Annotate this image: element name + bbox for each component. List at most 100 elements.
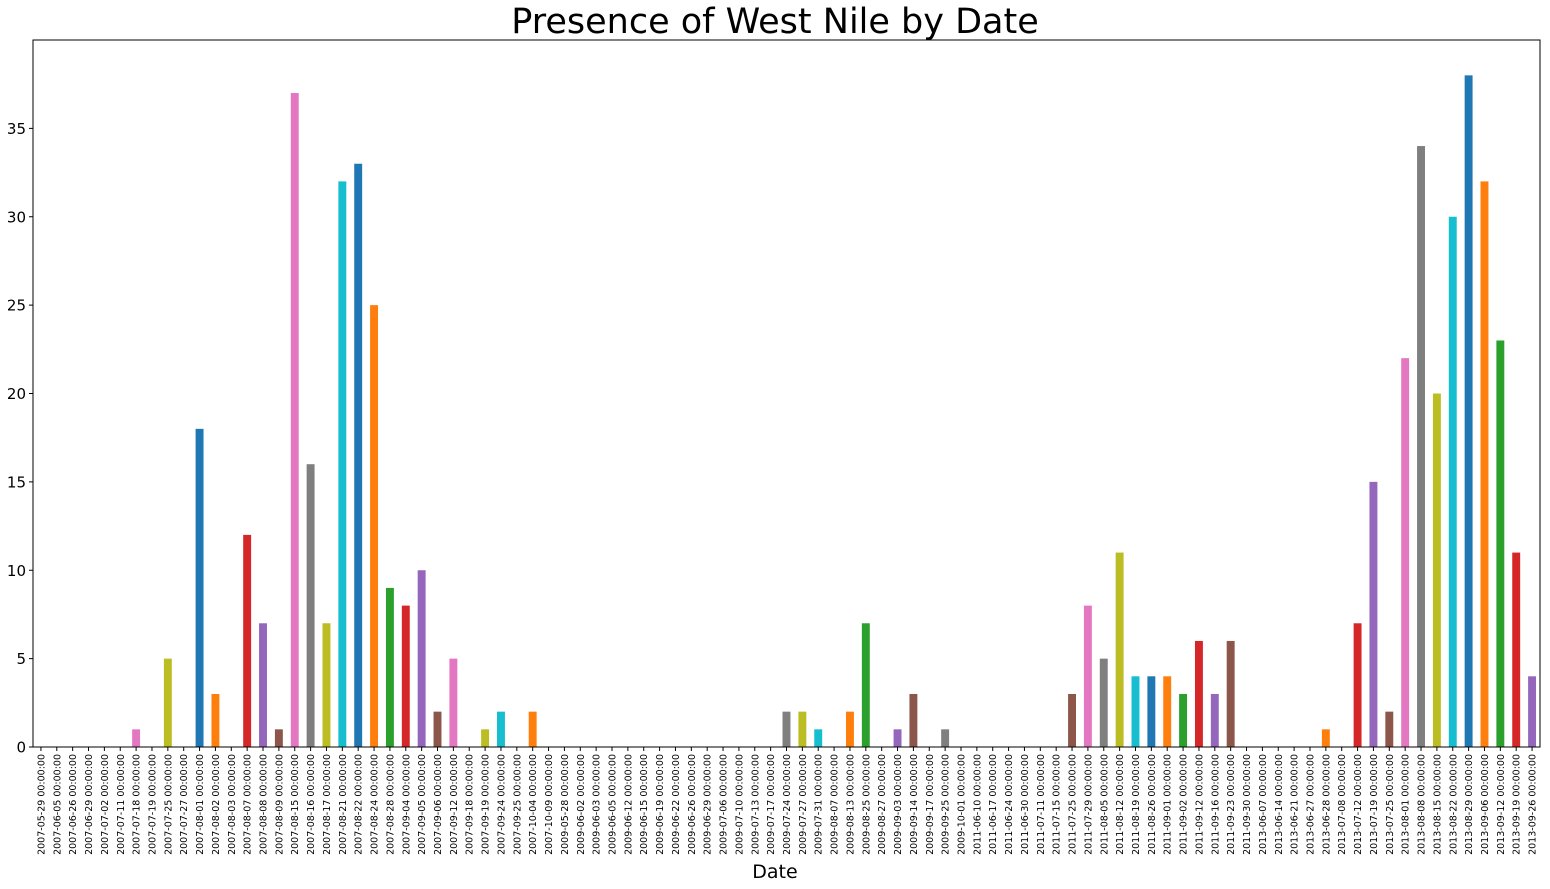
x-tick-label: 2009-06-26 00:00:00	[687, 754, 698, 855]
x-tick-label: 2007-07-25 00:00:00	[163, 754, 174, 855]
x-tick-label: 2011-09-16 00:00:00	[1210, 754, 1221, 855]
y-tick-label: 15	[7, 473, 26, 491]
x-tick-label: 2013-09-26 00:00:00	[1528, 754, 1539, 855]
x-tick-label: 2007-09-25 00:00:00	[512, 754, 523, 855]
x-tick-label: 2007-09-06 00:00:00	[433, 754, 444, 855]
x-tick-label: 2009-09-25 00:00:00	[941, 754, 952, 855]
x-tick-label: 2007-07-19 00:00:00	[147, 754, 158, 855]
x-tick-label: 2007-08-07 00:00:00	[243, 754, 254, 855]
x-tick-label: 2013-06-14 00:00:00	[1274, 754, 1285, 855]
bar	[449, 658, 458, 748]
x-tick-label: 2009-07-31 00:00:00	[814, 754, 825, 855]
bar	[814, 729, 823, 747]
bar	[497, 711, 505, 747]
x-tick-label: 2011-07-29 00:00:00	[1083, 754, 1094, 855]
bars-group	[132, 75, 1537, 748]
y-tick-label: 10	[7, 562, 26, 580]
x-tick-label: 2009-07-13 00:00:00	[750, 754, 761, 855]
bar	[1480, 181, 1489, 747]
bar	[1115, 552, 1124, 747]
y-tick-label: 5	[16, 650, 26, 668]
bar	[1226, 640, 1235, 747]
bar	[306, 464, 315, 747]
x-axis-label: Date	[752, 861, 798, 883]
x-tick-label: 2009-07-27 00:00:00	[798, 754, 809, 855]
x-tick-label: 2011-09-23 00:00:00	[1226, 754, 1237, 855]
x-tick-label: 2007-09-24 00:00:00	[496, 754, 507, 855]
x-tick-label: 2011-07-15 00:00:00	[1052, 754, 1063, 855]
x-tick-label: 2007-08-16 00:00:00	[306, 754, 317, 855]
x-tick-label: 2009-07-24 00:00:00	[782, 754, 793, 855]
x-tick-label: 2011-08-05 00:00:00	[1099, 754, 1110, 855]
x-tick-label: 2007-08-09 00:00:00	[274, 754, 285, 855]
x-tick-label: 2011-09-01 00:00:00	[1163, 754, 1174, 855]
chart-title: Presence of West Nile by Date	[511, 2, 1039, 42]
x-tick-label: 2009-06-05 00:00:00	[608, 754, 619, 855]
bar	[322, 623, 331, 747]
bar	[163, 658, 172, 748]
bar	[370, 305, 379, 748]
x-axis: 2007-05-29 00:00:00 2007-06-05 00:00:00 20…	[36, 747, 1539, 855]
bar	[243, 534, 252, 747]
x-tick-label: 2013-09-19 00:00:00	[1512, 754, 1523, 855]
x-tick-label: 2011-06-30 00:00:00	[1020, 754, 1031, 855]
x-tick-label: 2007-08-17 00:00:00	[322, 754, 333, 855]
x-tick-label: 2013-07-19 00:00:00	[1369, 754, 1380, 855]
y-tick-label: 0	[16, 739, 26, 757]
x-tick-label: 2007-08-24 00:00:00	[370, 754, 381, 855]
x-tick-label: 2013-07-12 00:00:00	[1353, 754, 1364, 855]
x-tick-label: 2007-09-05 00:00:00	[417, 754, 428, 855]
bar	[1147, 676, 1156, 747]
x-tick-label: 2009-08-07 00:00:00	[830, 754, 841, 855]
x-tick-label: 2009-07-17 00:00:00	[766, 754, 777, 855]
x-tick-label: 2007-06-29 00:00:00	[84, 754, 95, 855]
y-tick-label: 20	[7, 385, 26, 403]
x-tick-label: 2007-07-27 00:00:00	[179, 754, 190, 855]
bar	[861, 623, 870, 747]
x-tick-label: 2011-09-12 00:00:00	[1194, 754, 1205, 855]
x-tick-label: 2007-08-22 00:00:00	[354, 754, 365, 855]
x-tick-label: 2013-09-06 00:00:00	[1480, 754, 1491, 855]
bar	[893, 729, 902, 747]
x-tick-label: 2011-09-02 00:00:00	[1179, 754, 1190, 855]
bar	[1385, 711, 1394, 747]
x-tick-label: 2013-06-21 00:00:00	[1290, 754, 1301, 855]
x-tick-label: 2013-08-22 00:00:00	[1448, 754, 1459, 855]
x-tick-label: 2007-10-04 00:00:00	[528, 754, 539, 855]
y-tick-label: 25	[7, 297, 26, 315]
bar	[1068, 693, 1076, 747]
x-tick-label: 2013-08-29 00:00:00	[1464, 754, 1475, 855]
plot-frame	[32, 39, 1541, 748]
x-tick-label: 2011-06-24 00:00:00	[1004, 754, 1015, 855]
x-tick-label: 2013-07-25 00:00:00	[1385, 754, 1396, 855]
x-tick-label: 2009-07-06 00:00:00	[719, 754, 730, 855]
bar	[354, 163, 363, 748]
x-tick-label: 2007-08-01 00:00:00	[195, 754, 206, 855]
x-tick-label: 2009-05-28 00:00:00	[560, 754, 571, 855]
x-tick-label: 2007-10-09 00:00:00	[544, 754, 555, 855]
x-tick-label: 2007-06-26 00:00:00	[68, 754, 79, 855]
x-tick-label: 2011-08-19 00:00:00	[1131, 754, 1142, 855]
x-tick-label: 2009-07-10 00:00:00	[734, 754, 745, 855]
x-tick-label: 2011-06-10 00:00:00	[972, 754, 983, 855]
y-axis: 0 5 10 15 20 25 30 35	[7, 120, 33, 757]
x-tick-label: 2011-07-11 00:00:00	[1036, 754, 1047, 855]
x-tick-label: 2011-07-25 00:00:00	[1068, 754, 1079, 855]
x-tick-label: 2007-09-04 00:00:00	[401, 754, 412, 855]
x-tick-label: 2011-06-17 00:00:00	[988, 754, 999, 855]
x-tick-label: 2007-09-12 00:00:00	[449, 754, 460, 855]
bar	[211, 693, 220, 747]
bar	[1083, 605, 1092, 747]
x-tick-label: 2009-06-19 00:00:00	[655, 754, 666, 855]
bar	[259, 623, 267, 747]
x-tick-label: 2009-06-12 00:00:00	[623, 754, 634, 855]
bar	[782, 711, 791, 747]
bar	[1464, 75, 1473, 748]
x-tick-label: 2009-08-25 00:00:00	[861, 754, 872, 855]
x-tick-label: 2013-06-28 00:00:00	[1321, 754, 1332, 855]
x-tick-label: 2013-07-08 00:00:00	[1337, 754, 1348, 855]
bar	[1179, 693, 1188, 747]
x-tick-label: 2007-08-02 00:00:00	[211, 754, 222, 855]
bar	[845, 711, 854, 747]
